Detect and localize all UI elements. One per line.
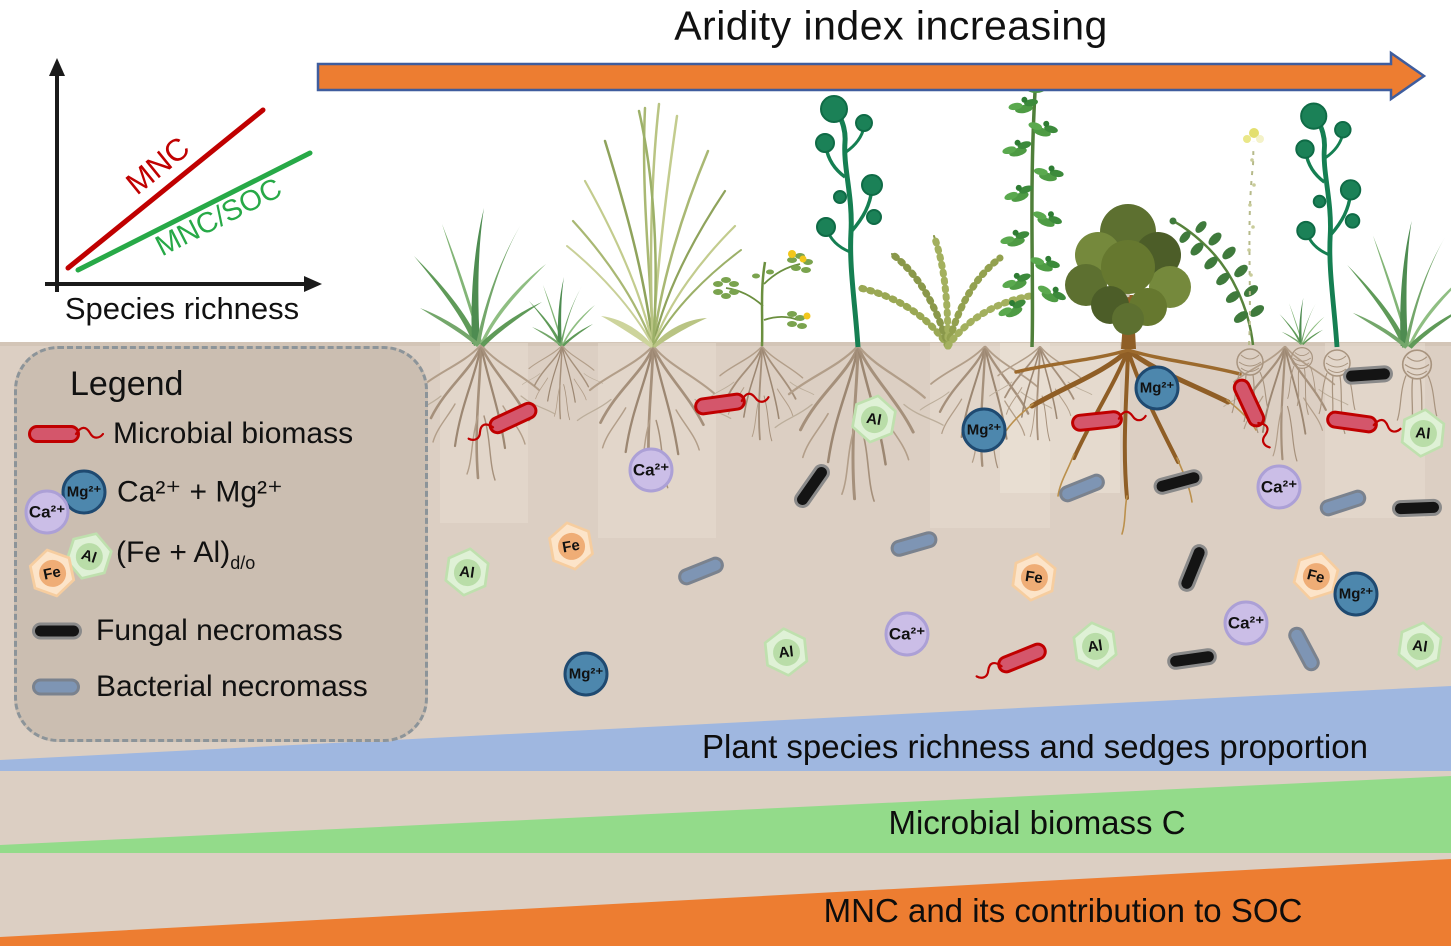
al-oxide-badge: Al xyxy=(847,390,901,447)
legend-panel: Legend Microbial biomass Mg²⁺ Ca²⁺ Ca²⁺ … xyxy=(14,346,428,742)
microbial-biomass-rod xyxy=(1229,375,1271,449)
mg-ion-icon: Mg²⁺ xyxy=(61,469,107,515)
fungal-necromass-rod xyxy=(1166,647,1218,671)
bacterial-necromass-rod xyxy=(888,529,940,559)
mg-ion-badge: Mg²⁺ xyxy=(1333,571,1379,617)
microbial-biomass-rod xyxy=(1325,409,1402,435)
al-oxide-badge: Al xyxy=(1398,406,1449,461)
ca-ion-badge: Ca²⁺ xyxy=(628,447,674,493)
mg-ion-badge: Mg²⁺ xyxy=(961,407,1007,453)
gradient-bands xyxy=(0,686,1451,946)
aridity-arrow xyxy=(316,50,1427,102)
al-oxide-badge: Al xyxy=(441,544,494,600)
mg-ion-badge: Mg²⁺ xyxy=(563,651,609,697)
band-mnc-contribution xyxy=(0,859,1451,946)
mnc-soc-line xyxy=(75,150,313,273)
ca-ion-badge: Ca²⁺ xyxy=(1223,600,1269,646)
band-microbial-biomass xyxy=(0,776,1451,853)
legend-label-fe-al: (Fe + Al)d/o xyxy=(116,536,256,573)
microbial-biomass-rod-icon xyxy=(28,425,104,443)
inset-axes xyxy=(45,58,322,292)
microbial-biomass-rod xyxy=(693,391,770,417)
legend-label-fungal-necromass: Fungal necromass xyxy=(96,614,343,647)
bacterial-necromass-rod xyxy=(675,554,727,588)
fe-oxide-badge: Fe xyxy=(544,517,598,574)
band-label-mnc-contribution: MNC and its contribution to SOC xyxy=(823,892,1303,929)
fe-oxide-badge: Fe xyxy=(1008,549,1061,605)
mg-ion-badge: Mg²⁺ xyxy=(1134,365,1180,411)
bacterial-necromass-rod xyxy=(1285,623,1323,675)
band-label-microbial-biomass: Microbial biomass C xyxy=(888,804,1186,841)
legend-label-ca-mg: Ca²⁺ + Mg²⁺ xyxy=(117,475,283,509)
microbial-biomass-rod xyxy=(1070,409,1147,433)
legend-label-bacterial-necromass: Bacterial necromass xyxy=(96,670,368,703)
ca-ion-icon: Ca²⁺ xyxy=(24,489,70,535)
figure-title: Aridity index increasing xyxy=(674,2,1108,49)
fungal-necromass-rod xyxy=(1391,498,1443,518)
legend-label-microbial-biomass: Microbial biomass xyxy=(113,417,354,450)
bacterial-necromass-rod xyxy=(1317,487,1369,519)
al-oxide-badge: Al xyxy=(761,625,812,680)
inset-chart xyxy=(45,58,322,292)
bacterial-necromass-rod-icon xyxy=(32,678,80,696)
plant-community xyxy=(414,77,1451,349)
microbial-biomass-rod xyxy=(975,639,1050,679)
band-label-plant-richness: Plant species richness and sedges propor… xyxy=(702,728,1368,765)
legend-title: Legend xyxy=(70,365,184,403)
fungal-necromass-rod xyxy=(1151,467,1205,497)
ca-ion-badge: Ca²⁺ xyxy=(1256,464,1302,510)
plant-tree xyxy=(1065,204,1191,349)
al-oxide-badge: Al xyxy=(1069,618,1122,674)
inset-xaxis-label: Species richness xyxy=(64,291,300,326)
fungal-necromass-rod xyxy=(1175,541,1211,595)
fungal-necromass-rod xyxy=(1342,364,1394,386)
al-oxide-badge: Al xyxy=(1394,618,1447,674)
mnc-line xyxy=(65,107,266,271)
ca-ion-badge: Ca²⁺ xyxy=(884,611,930,657)
band-plant-richness xyxy=(0,686,1451,771)
microbial-biomass-rod xyxy=(467,398,541,441)
fungal-necromass-rod-icon xyxy=(32,622,82,640)
bacterial-necromass-rod xyxy=(1056,471,1108,505)
fungal-necromass-rod xyxy=(790,460,834,512)
